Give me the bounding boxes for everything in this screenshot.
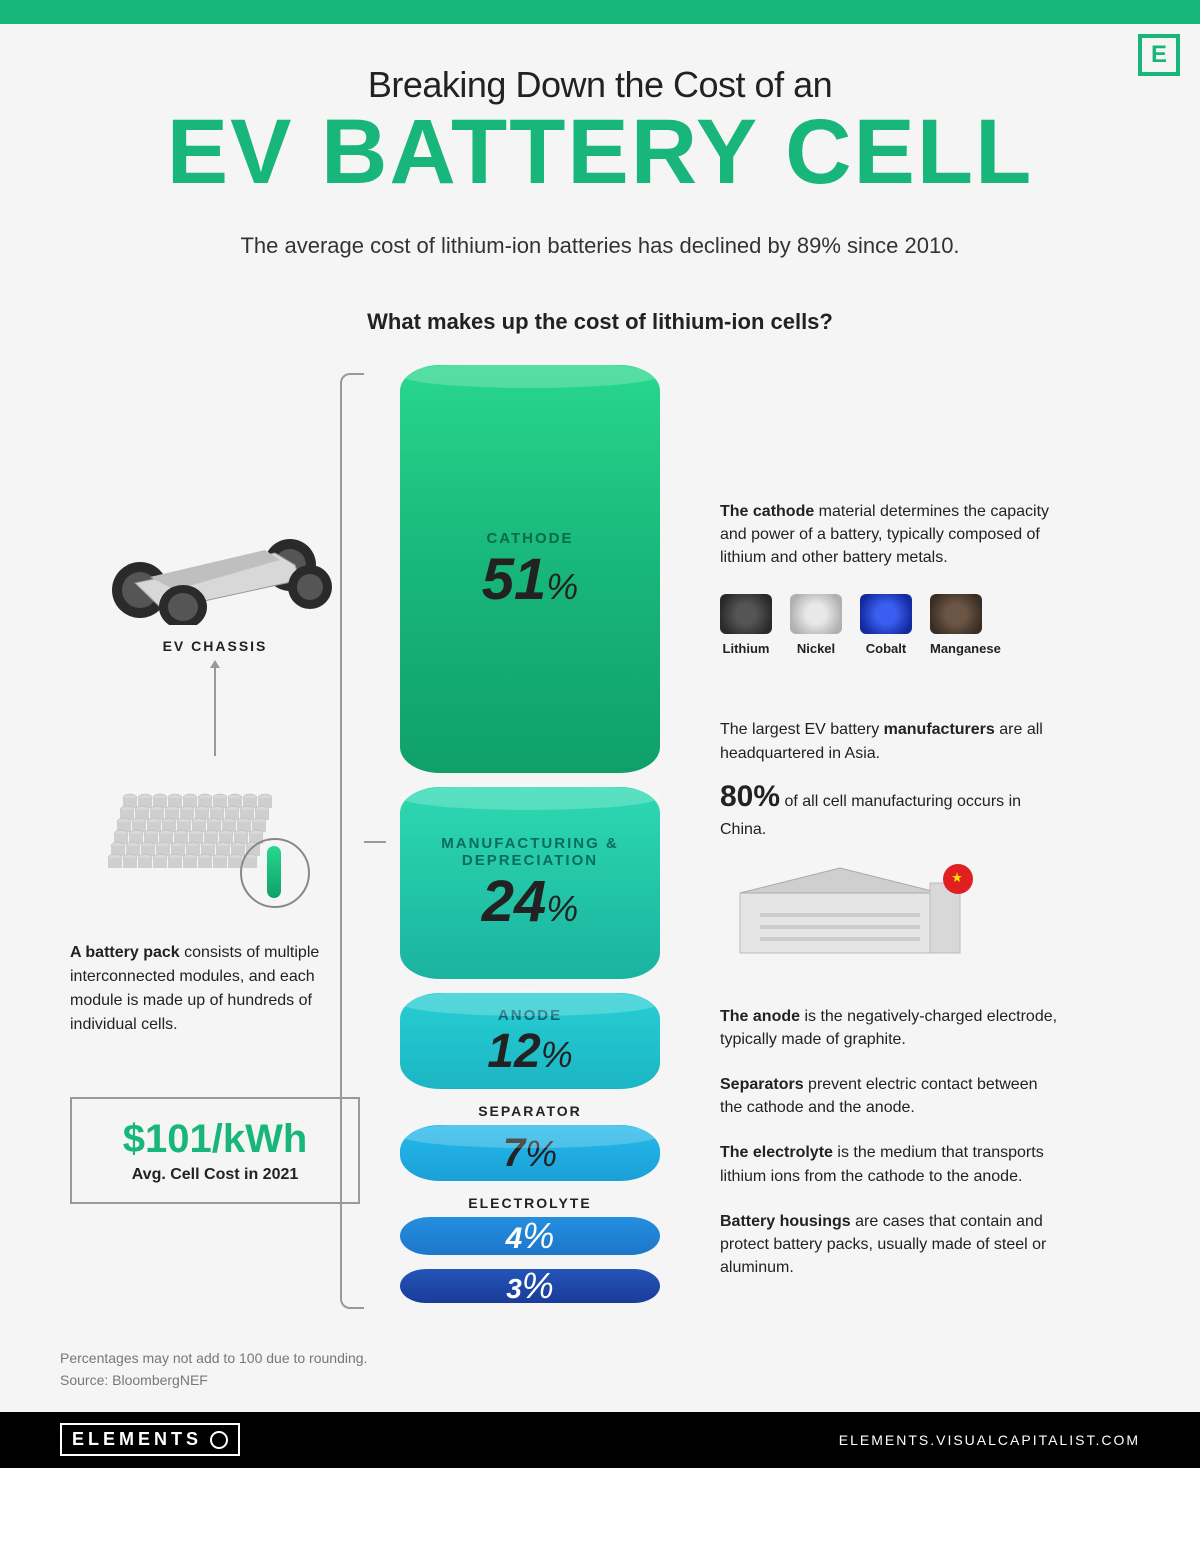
page-canvas: E Breaking Down the Cost of an EV BATTER…: [0, 24, 1200, 1412]
mfg-line1-bold: manufacturers: [884, 721, 995, 738]
mineral-manganese: Manganese: [930, 594, 1001, 659]
electrolyte-description: The electrolyte is the medium that trans…: [720, 1141, 1060, 1187]
cathode-description: The cathode material determines the capa…: [720, 500, 1060, 658]
segment-label-cathode: CATHODE: [486, 530, 573, 547]
segment-label-mfg: MANUFACTURING & DEPRECIATION: [400, 835, 660, 869]
minerals-row: Lithium Nickel Cobalt Manganese: [720, 594, 1060, 659]
cost-label: Avg. Cell Cost in 2021: [84, 1166, 346, 1184]
globe-icon: [210, 1431, 228, 1449]
cost-callout-box: $101/kWh Avg. Cell Cost in 2021: [70, 1097, 360, 1204]
cathode-desc-bold: The cathode: [720, 503, 814, 520]
elec-bold: The electrolyte: [720, 1144, 833, 1161]
factory-illustration: [720, 853, 980, 963]
segment-pct-mfg: 24%: [482, 873, 579, 931]
segment-highlight: [400, 784, 660, 810]
right-column: The cathode material determines the capa…: [690, 365, 1060, 1317]
top-accent-bar: [0, 0, 1200, 24]
footnote-rounding: Percentages may not add to 100 due to ro…: [60, 1347, 1140, 1369]
bracket-connector: [340, 373, 364, 1309]
segment-label-separator: SEPARATOR: [478, 1103, 582, 1119]
manufacturing-description: The largest EV battery manufacturers are…: [720, 718, 1060, 970]
anode-description: The anode is the negatively-charged elec…: [720, 1005, 1060, 1051]
segment-highlight: [400, 990, 660, 1016]
subtitle: The average cost of lithium-ion batterie…: [60, 233, 1140, 259]
footer-brand-logo: ELEMENTS: [60, 1423, 240, 1456]
segment-pct-housing: 3%: [506, 1268, 554, 1304]
mineral-nickel: Nickel: [790, 594, 842, 659]
separator-description: Separators prevent electric contact betw…: [720, 1073, 1060, 1119]
sep-bold: Separators: [720, 1076, 804, 1093]
mfg-line1a: The largest EV battery: [720, 721, 884, 738]
house-bold: Battery housings: [720, 1213, 851, 1230]
mfg-stat-line: 80% of all cell manufacturing occurs in …: [720, 775, 1060, 842]
header: Breaking Down the Cost of an EV BATTERY …: [60, 24, 1140, 259]
footnote-source: Source: BloombergNEF: [60, 1369, 1140, 1391]
nickel-icon: [790, 594, 842, 634]
segment-electrolyte: 4%: [400, 1217, 660, 1255]
segment-manufacturing: MANUFACTURING & DEPRECIATION 24%: [400, 787, 660, 979]
anode-bold: The anode: [720, 1008, 800, 1025]
cobalt-icon: [860, 594, 912, 634]
mineral-cobalt: Cobalt: [860, 594, 912, 659]
segment-label-electrolyte: ELECTROLYTE: [468, 1195, 591, 1211]
manganese-icon: [930, 594, 982, 634]
segment-pct-cathode: 51%: [482, 551, 579, 609]
footer-url: ELEMENTS.VISUALCAPITALIST.COM: [839, 1432, 1140, 1448]
battery-segments-column: CATHODE 51% MANUFACTURING & DEPRECIATION…: [370, 365, 690, 1317]
segment-highlight: [400, 362, 660, 388]
lithium-icon: [720, 594, 772, 634]
footer-bar: ELEMENTS ELEMENTS.VISUALCAPITALIST.COM: [0, 1412, 1200, 1468]
elements-logo-corner: E: [1138, 34, 1180, 76]
footer-brand-text: ELEMENTS: [72, 1429, 202, 1450]
mineral-lithium: Lithium: [720, 594, 772, 659]
ev-chassis-illustration: [95, 505, 335, 625]
segment-cathode: CATHODE 51%: [400, 365, 660, 773]
page-title: EV BATTERY CELL: [60, 106, 1140, 198]
left-column: EV CHASSIS A battery pack consists of mu…: [60, 365, 370, 1317]
battery-pack-description: A battery pack consists of multiple inte…: [60, 941, 370, 1037]
pack-text-bold: A battery pack: [70, 944, 180, 961]
question-heading: What makes up the cost of lithium-ion ce…: [60, 309, 1140, 335]
segment-housing: 3%: [400, 1269, 660, 1303]
logo-letter: E: [1151, 41, 1167, 69]
housing-description: Battery housings are cases that contain …: [720, 1210, 1060, 1280]
arrow-up-icon: [214, 666, 216, 756]
segment-highlight: [400, 1122, 660, 1148]
pretitle: Breaking Down the Cost of an: [60, 64, 1140, 106]
segment-pct-electrolyte: 4%: [506, 1218, 555, 1254]
main-layout: EV CHASSIS A battery pack consists of mu…: [60, 365, 1140, 1317]
segment-pct-anode: 12%: [487, 1028, 572, 1076]
segment-anode: ANODE 12%: [400, 993, 660, 1089]
cost-value: $101/kWh: [84, 1117, 346, 1162]
footnotes: Percentages may not add to 100 due to ro…: [60, 1347, 1140, 1392]
chassis-label: EV CHASSIS: [60, 638, 370, 654]
mfg-stat: 80%: [720, 780, 780, 813]
segment-separator: 7%: [400, 1125, 660, 1181]
battery-pack-illustration: [95, 768, 335, 918]
